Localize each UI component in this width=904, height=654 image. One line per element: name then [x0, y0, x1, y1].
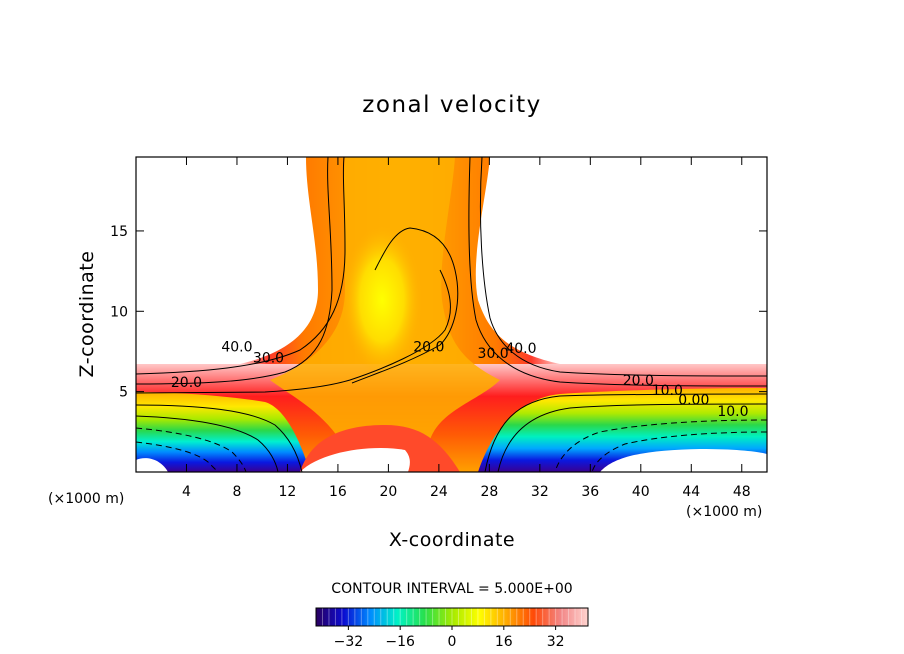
chart-title: zonal velocity	[362, 92, 541, 118]
contour-label: 40.0	[505, 341, 536, 357]
colorbar-tick-label: −16	[385, 634, 415, 650]
y-axis: 5 10 15	[110, 224, 767, 401]
colorbar-ticks: −32 −16 0 16 32	[334, 626, 565, 650]
x-tick-label: 48	[733, 484, 751, 500]
y-tick-label: 15	[110, 224, 128, 240]
y-axis-label: Z-coordinate	[76, 251, 98, 378]
lower-left-region	[136, 392, 310, 472]
colorbar-separators	[321, 608, 583, 626]
surface-pocket-left	[136, 458, 168, 472]
contour-label: 20.0	[413, 339, 444, 355]
contour-label: 10.0	[652, 383, 683, 399]
y-tick-label: 5	[119, 385, 128, 401]
x-tick-label: 8	[232, 484, 241, 500]
x-tick-label: 40	[632, 484, 650, 500]
x-tick-label: 24	[430, 484, 448, 500]
contour-label: 10.0	[717, 404, 748, 420]
velocity-maximum	[342, 225, 422, 375]
contour-label: 30.0	[253, 351, 284, 367]
x-axis: 4 8 12 16 20 24 28 32 36 40 44 48	[182, 157, 751, 500]
colorbar-tick-label: 16	[495, 634, 513, 650]
contour-field	[136, 157, 767, 472]
contour-interval: CONTOUR INTERVAL = 5.000E+00	[331, 581, 572, 597]
plot-frame	[135, 156, 768, 473]
x-tick-label: 20	[379, 484, 397, 500]
x-tick-label: 28	[480, 484, 498, 500]
x-tick-label: 16	[329, 484, 347, 500]
colorbar	[316, 608, 588, 626]
colorbar-tick-label: 0	[448, 634, 457, 650]
y-tick-label: 10	[110, 304, 128, 320]
x-unit-left: (×1000 m)	[48, 491, 124, 507]
x-tick-label: 36	[581, 484, 599, 500]
x-unit-right: (×1000 m)	[686, 504, 762, 520]
surface-pocket-right	[600, 449, 767, 472]
contour-label: 30.0	[478, 346, 509, 362]
x-tick-label: 4	[182, 484, 191, 500]
x-tick-label: 12	[279, 484, 297, 500]
surface-pocket-center	[300, 448, 410, 472]
contour-label: 0.00	[678, 393, 709, 409]
contour-label: 20.0	[623, 373, 654, 389]
contour-lines	[136, 157, 767, 472]
colorbar-tick-label: 32	[547, 634, 565, 650]
contour-label: 20.0	[171, 375, 202, 391]
contour-label: 40.0	[221, 339, 252, 355]
x-tick-label: 44	[682, 484, 700, 500]
x-tick-label: 32	[531, 484, 549, 500]
x-axis-label: X-coordinate	[389, 529, 515, 551]
colorbar-tick-label: −32	[334, 634, 364, 650]
negative-contour-lines	[136, 419, 767, 472]
